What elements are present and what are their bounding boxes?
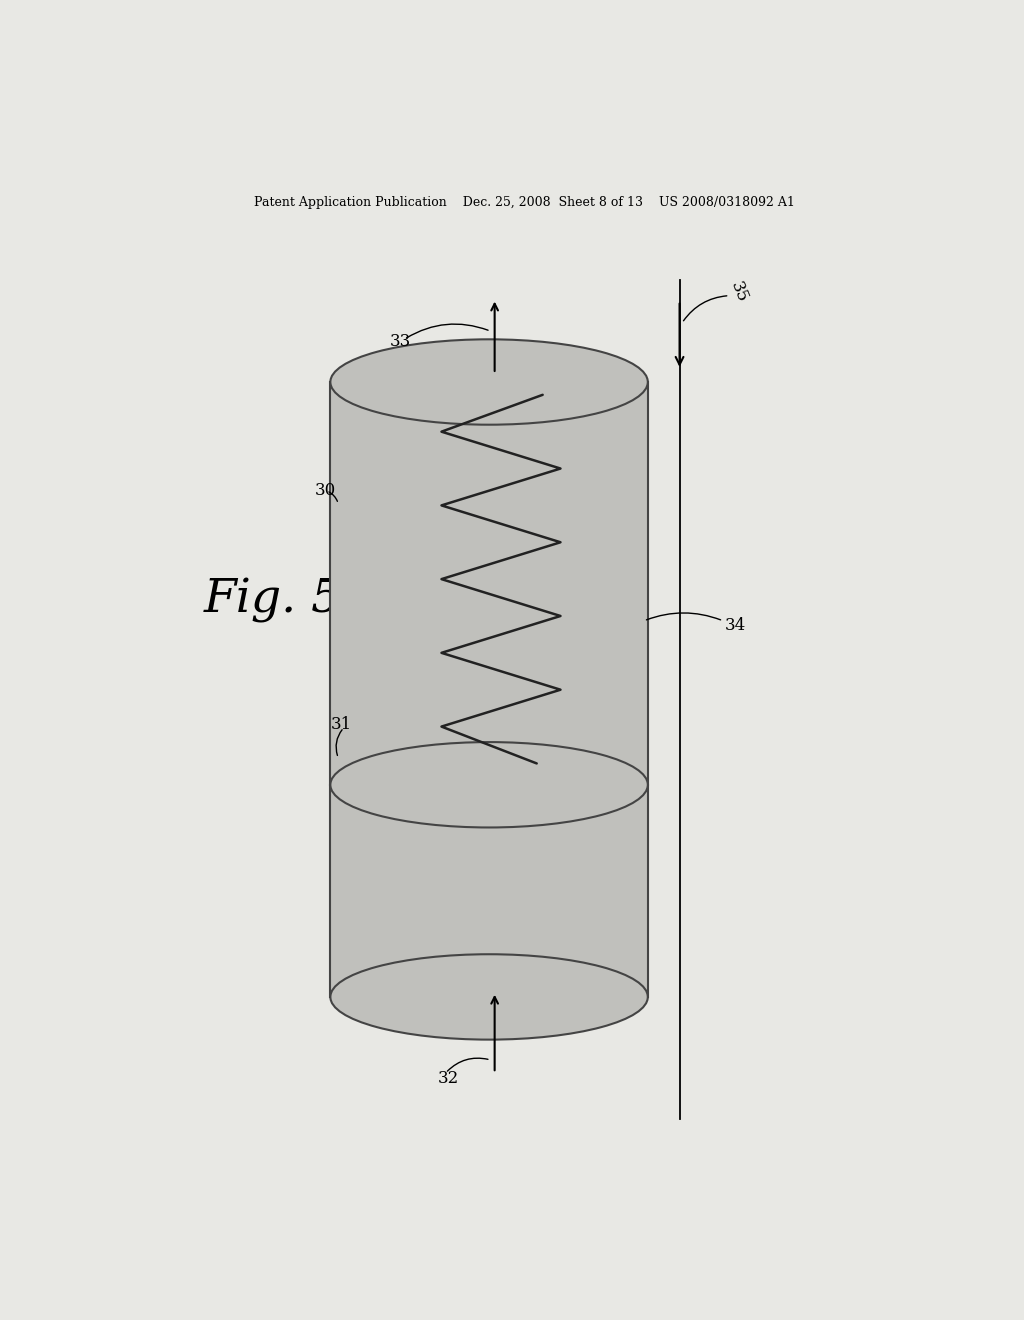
Ellipse shape	[331, 954, 648, 1040]
Text: Fig. 5: Fig. 5	[204, 578, 342, 623]
Text: 34: 34	[725, 618, 746, 635]
Ellipse shape	[331, 339, 648, 425]
Bar	[331, 381, 648, 785]
Bar	[331, 785, 648, 997]
Text: 35: 35	[727, 280, 751, 305]
Text: 30: 30	[314, 482, 336, 499]
Text: 32: 32	[437, 1069, 459, 1086]
Ellipse shape	[331, 742, 648, 828]
Text: 33: 33	[390, 333, 412, 350]
Text: 31: 31	[331, 715, 351, 733]
Text: Patent Application Publication    Dec. 25, 2008  Sheet 8 of 13    US 2008/031809: Patent Application Publication Dec. 25, …	[254, 195, 796, 209]
